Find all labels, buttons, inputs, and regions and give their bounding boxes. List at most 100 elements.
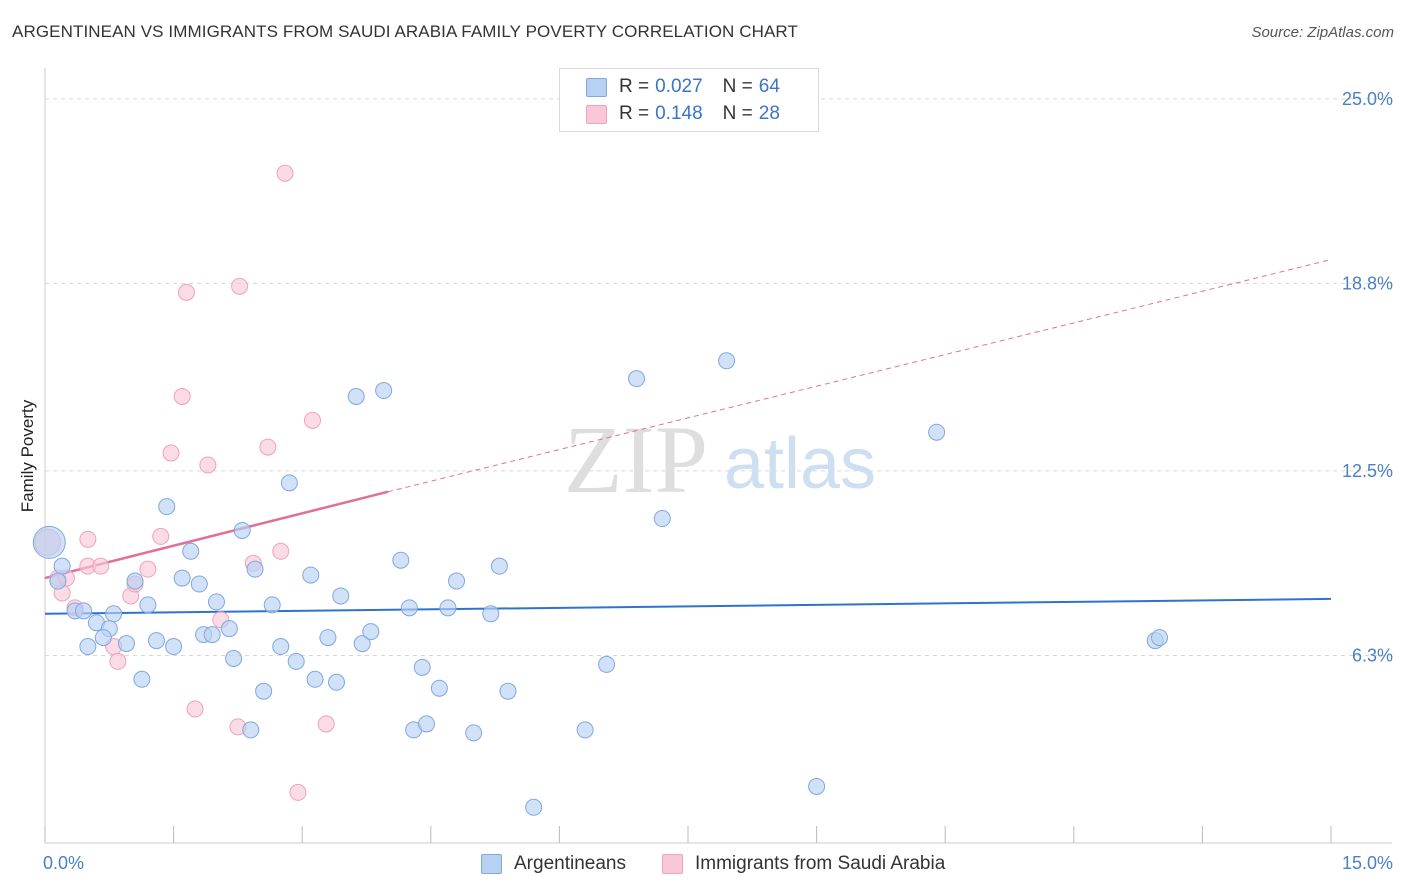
- argentinean-point: [319, 629, 337, 647]
- argentinean-point: [165, 638, 183, 656]
- bottom-legend-argentineans[interactable]: Argentineans: [481, 852, 626, 876]
- argentinean-point: [139, 596, 157, 614]
- argentinean-point: [499, 682, 517, 700]
- y-tick-label: 6.3%: [1352, 645, 1393, 665]
- y-tick-label: 25.0%: [1342, 89, 1393, 109]
- chart-source: Source: ZipAtlas.com: [1251, 24, 1394, 41]
- saudi-arabia-point: [231, 277, 249, 295]
- saudi-arabia-point: [152, 527, 170, 545]
- chart-title: ARGENTINEAN VS IMMIGRANTS FROM SAUDI ARA…: [12, 22, 798, 41]
- saudi-arabia-point: [289, 783, 307, 801]
- data-points: [32, 164, 1169, 816]
- argentinean-point: [246, 560, 264, 578]
- legend-r-value: 0.027: [655, 76, 703, 97]
- argentinean-point: [233, 521, 251, 539]
- saudi-arabia-point: [92, 557, 110, 575]
- argentinean-point: [576, 721, 594, 739]
- argentinean-point: [287, 652, 305, 670]
- argentinean-point: [347, 388, 365, 406]
- argentinean-point: [49, 572, 67, 590]
- y-axis-label: Family Poverty: [18, 399, 37, 512]
- watermark: ZIP atlas: [564, 406, 876, 513]
- saudi-arabia-point: [303, 411, 321, 429]
- y-tick-label: 18.8%: [1342, 273, 1393, 293]
- argentinean-point: [126, 572, 144, 590]
- legend-label: Argentineans: [514, 853, 626, 874]
- watermark-atlas: atlas: [724, 424, 876, 504]
- argentinean-point: [375, 382, 393, 400]
- axis-labels: Family Poverty: [18, 399, 37, 512]
- legend-n-value: 64: [758, 76, 780, 97]
- legend-r-label: R =: [619, 76, 650, 97]
- legend-swatch-pink: [662, 854, 683, 874]
- argentinean-point: [207, 593, 225, 611]
- bottom-legend-saudi-arabia[interactable]: Immigrants from Saudi Arabia: [662, 852, 945, 876]
- saudi-arabia-point: [276, 164, 294, 182]
- argentinean-point: [220, 620, 238, 638]
- argentinean-point: [418, 715, 436, 733]
- argentinean-point: [430, 679, 448, 697]
- argentinean-point: [158, 498, 176, 516]
- saudi-arabia-point: [173, 388, 191, 406]
- argentinean-point: [392, 551, 410, 569]
- argentinean-point: [465, 724, 483, 742]
- argentinean-point: [75, 602, 93, 620]
- saudi-arabia-point: [109, 652, 127, 670]
- saudi-arabia-point: [79, 530, 97, 548]
- argentinean-point: [190, 575, 208, 593]
- argentinean-point: [53, 557, 71, 575]
- argentinean-point: [490, 557, 508, 575]
- legend-n-label: N =: [722, 103, 753, 124]
- argentinean-point: [413, 658, 431, 676]
- legend-row-argentineans: R = 0.027 N = 64: [586, 75, 780, 99]
- watermark-zip: ZIP: [564, 406, 708, 513]
- y-tick-label: 12.5%: [1342, 461, 1393, 481]
- x-tick-label: 0.0%: [43, 853, 84, 873]
- saudi-arabia-point: [259, 438, 277, 456]
- legend-swatch-pink: [586, 104, 607, 124]
- saudi-arabia-point: [177, 283, 195, 301]
- argentinean-point: [173, 569, 191, 587]
- argentinean-point: [718, 352, 736, 370]
- saudi-arabia-point: [199, 456, 217, 474]
- correlation-legend: R = 0.027 N = 64 R = 0.148 N = 28: [559, 68, 819, 132]
- argentineans-trendline: [44, 597, 1332, 615]
- argentinean-point: [362, 623, 380, 641]
- argentinean-point: [225, 649, 243, 667]
- argentinean-point: [182, 542, 200, 560]
- legend-row-saudi-arabia: R = 0.148 N = 28: [586, 102, 780, 126]
- saudi-arabia-point: [186, 700, 204, 718]
- argentinean-point: [117, 635, 135, 653]
- argentinean-point: [400, 599, 418, 617]
- argentinean-point: [32, 525, 66, 559]
- legend-n-label: N =: [722, 76, 753, 97]
- argentinean-point: [525, 798, 543, 816]
- argentinean-point: [280, 474, 298, 492]
- legend-r-value: 0.148: [655, 103, 703, 124]
- argentinean-point: [332, 587, 350, 605]
- saudi-arabia-point: [272, 542, 290, 560]
- argentinean-point: [327, 673, 345, 691]
- legend-label: Immigrants from Saudi Arabia: [695, 853, 946, 874]
- legend-swatch-blue: [481, 854, 502, 874]
- argentinean-point: [448, 572, 466, 590]
- argentinean-point: [653, 510, 671, 528]
- legend-swatch-blue: [586, 77, 607, 97]
- saudi-arabia-point: [162, 444, 180, 462]
- argentinean-point: [263, 596, 281, 614]
- axes: 6.3% 12.5% 18.8% 25.0% 0.0% 15.0%: [43, 68, 1393, 873]
- argentinean-point: [1151, 629, 1169, 647]
- argentinean-point: [306, 670, 324, 688]
- argentinean-point: [133, 670, 151, 688]
- argentinean-point: [353, 635, 371, 653]
- argentinean-point: [302, 566, 320, 584]
- argentinean-point: [242, 721, 260, 739]
- gridlines: [45, 98, 1392, 656]
- legend-n-value: 28: [758, 103, 780, 124]
- argentinean-point: [272, 638, 290, 656]
- argentinean-point: [808, 777, 826, 795]
- argentinean-point: [147, 632, 165, 650]
- saudi-arabia-point: [317, 715, 335, 733]
- saudi-arabia-point: [139, 560, 157, 578]
